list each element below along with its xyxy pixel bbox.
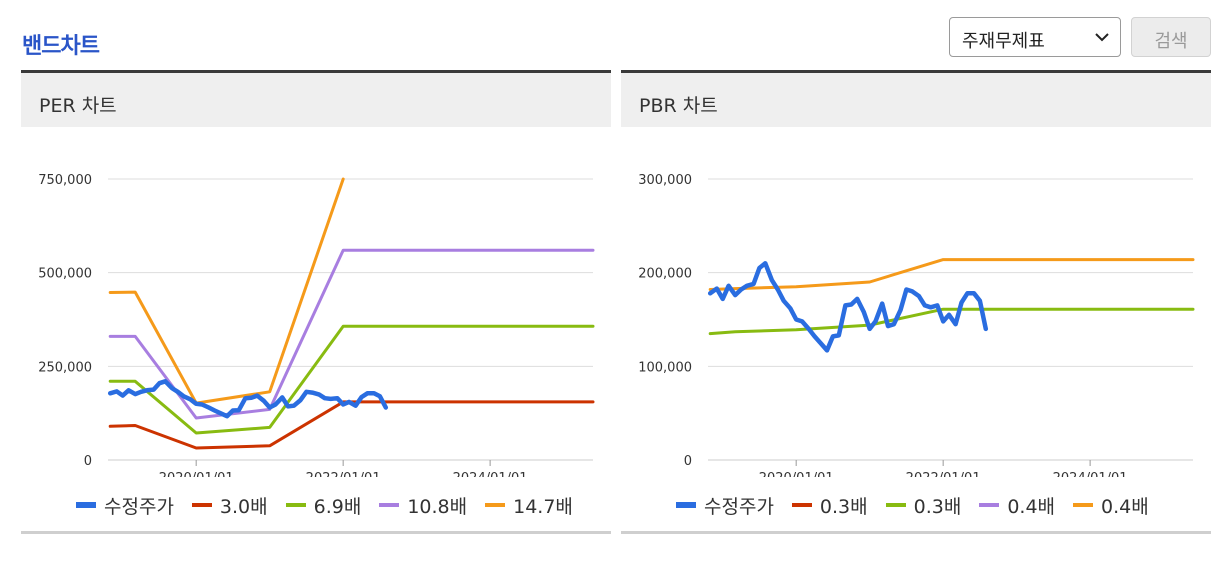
legend-label: 3.0배 (219, 495, 268, 518)
x-tick-label: 2024/01/01 (1053, 471, 1128, 477)
series-line-4 (708, 258, 1195, 291)
legend-item[interactable]: 수정주가 (676, 492, 774, 519)
statement-type-select[interactable]: 주재무제표 (949, 17, 1121, 57)
legend-swatch (76, 502, 96, 508)
per-chart-legend: 수정주가 3.0배 6.9배 10.8배 14.7배 (76, 490, 591, 520)
series-line-3 (108, 248, 595, 420)
search-button-label: 검색 (1154, 31, 1188, 52)
legend-swatch (791, 503, 812, 507)
legend-swatch (485, 503, 506, 507)
y-tick-label: 250,000 (38, 360, 92, 375)
legend-swatch (885, 503, 906, 507)
legend-swatch (379, 503, 400, 507)
legend-label: 14.7배 (513, 495, 573, 518)
legend-label: 0.4배 (1101, 495, 1149, 518)
per-chart-title: PER 차트 (39, 95, 117, 117)
statement-type-value: 주재무제표 (962, 31, 1045, 52)
pbr-chart-legend: 수정주가 0.3배 0.3배 0.4배 0.4배 (676, 490, 1167, 520)
legend-label: 0.3배 (819, 495, 868, 518)
legend-item[interactable]: 3.0배 (191, 492, 268, 519)
legend-label: 10.8배 (407, 495, 468, 518)
series-line-2 (108, 324, 595, 435)
series-line-1 (108, 400, 595, 450)
x-tick-label: 2024/01/01 (453, 471, 528, 477)
x-tick-label: 2022/01/01 (306, 471, 381, 477)
panel-divider (621, 531, 1211, 534)
search-button[interactable]: 검색 (1131, 17, 1211, 57)
panel-divider (21, 531, 611, 534)
legend-label: 수정주가 (704, 495, 774, 518)
legend-item[interactable]: 0.3배 (885, 492, 962, 519)
series-line-0 (707, 261, 989, 353)
page-title: 밴드차트 (22, 34, 100, 59)
legend-item[interactable]: 수정주가 (76, 492, 174, 519)
legend-item[interactable]: 14.7배 (485, 492, 573, 519)
y-tick-label: 100,000 (638, 360, 692, 375)
legend-swatch (979, 503, 1000, 507)
legend-item[interactable]: 0.3배 (791, 492, 868, 519)
legend-label: 0.4배 (1007, 495, 1056, 518)
series-line-2 (708, 307, 1195, 336)
legend-item[interactable]: 6.9배 (285, 492, 362, 519)
pbr-chart: 0 100,000 200,000 300,000 2020/01/01 2022/01/… (638, 173, 1195, 477)
chevron-down-icon (1095, 33, 1109, 42)
y-tick-label: 0 (84, 454, 92, 469)
legend-label: 0.3배 (913, 495, 962, 518)
legend-swatch (191, 503, 212, 507)
series-line-4 (108, 177, 345, 405)
legend-item[interactable]: 0.4배 (979, 492, 1055, 519)
y-tick-label: 200,000 (638, 267, 692, 282)
y-tick-label: 750,000 (38, 173, 92, 188)
pbr-chart-title: PBR 차트 (639, 95, 718, 117)
x-tick-label: 2020/01/01 (159, 471, 234, 477)
pbr-chart-panel: PBR 차트 0 100,000 200,000 300,000 2020/01/01 2… (621, 70, 1211, 534)
per-chart-header: PER 차트 (21, 70, 611, 127)
y-tick-label: 500,000 (38, 267, 92, 282)
series-line-0 (107, 379, 389, 419)
legend-item[interactable]: 0.4배 (1073, 492, 1149, 519)
legend-swatch (1073, 503, 1094, 507)
pbr-chart-header: PBR 차트 (621, 70, 1211, 127)
per-chart-panel: PER 차트 0 250,000 500,000 750,000 2020/01/01 2… (21, 70, 611, 534)
x-tick-label: 2020/01/01 (759, 471, 834, 477)
y-tick-label: 300,000 (638, 173, 692, 188)
legend-item[interactable]: 10.8배 (379, 492, 467, 519)
legend-label: 6.9배 (313, 495, 362, 518)
y-tick-label: 0 (684, 454, 692, 469)
x-tick-label: 2022/01/01 (906, 471, 981, 477)
legend-label: 수정주가 (104, 495, 174, 518)
per-chart: 0 250,000 500,000 750,000 2020/01/01 2022/01/… (38, 173, 595, 477)
legend-swatch (676, 502, 696, 508)
legend-swatch (285, 503, 306, 507)
